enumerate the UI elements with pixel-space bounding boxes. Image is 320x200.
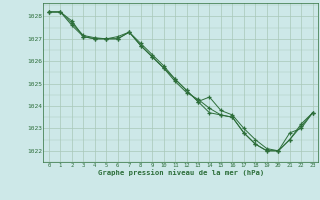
X-axis label: Graphe pression niveau de la mer (hPa): Graphe pression niveau de la mer (hPa) (98, 169, 264, 176)
